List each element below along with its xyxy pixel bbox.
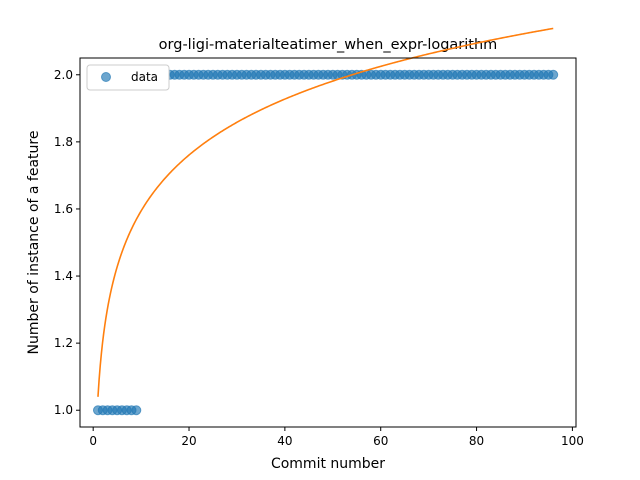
x-tick-label: 60 bbox=[373, 434, 388, 448]
legend-marker-data bbox=[101, 72, 111, 82]
data-layer bbox=[92, 27, 559, 416]
y-tick-label: 1.6 bbox=[54, 202, 73, 216]
y-tick-label: 2.0 bbox=[54, 68, 73, 82]
data-point bbox=[548, 69, 559, 80]
x-axis-label: Commit number bbox=[271, 456, 385, 472]
plot-background bbox=[80, 58, 576, 427]
y-axis-label: Number of instance of a feature bbox=[26, 131, 42, 355]
x-tick-label: 0 bbox=[89, 434, 97, 448]
axes-frame bbox=[79, 57, 577, 428]
y-tick-label: 1.0 bbox=[54, 403, 73, 417]
x-tick-label: 80 bbox=[469, 434, 484, 448]
y-tick-label: 1.4 bbox=[54, 269, 73, 283]
chart-title: org-ligi-materialteatimer_when_expr-loga… bbox=[159, 37, 498, 53]
legend: data bbox=[86, 64, 170, 91]
y-axis: 1.0 1.2 1.4 1.6 1.8 2.0 bbox=[54, 68, 80, 417]
x-axis: 0 20 40 60 80 100 bbox=[89, 427, 584, 448]
legend-label-data: data bbox=[131, 70, 158, 84]
x-tick-label: 40 bbox=[277, 434, 292, 448]
x-tick-label: 20 bbox=[181, 434, 196, 448]
y-tick-label: 1.8 bbox=[54, 135, 73, 149]
y-tick-label: 1.2 bbox=[54, 336, 73, 350]
plot-area bbox=[79, 27, 577, 428]
data-point bbox=[131, 405, 142, 416]
legend-box bbox=[86, 64, 170, 91]
fit-line bbox=[97, 27, 554, 397]
x-tick-label: 100 bbox=[561, 434, 584, 448]
